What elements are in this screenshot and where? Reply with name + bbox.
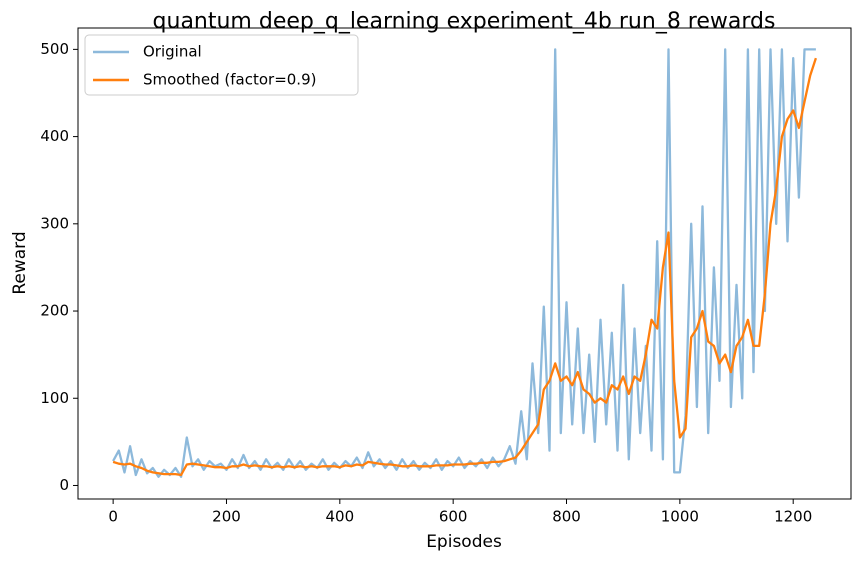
legend-label: Original	[143, 43, 202, 61]
series-line	[112, 57, 817, 477]
x-tick-label: 400	[326, 508, 355, 526]
x-tick-label: 0	[108, 508, 118, 526]
x-tick-label: 1200	[774, 508, 812, 526]
chart-title: quantum deep_q_learning experiment_4b ru…	[153, 9, 776, 34]
y-tick-label: 200	[40, 302, 69, 320]
y-tick-label: 400	[40, 127, 69, 145]
x-tick-label: 800	[552, 508, 581, 526]
series-line	[112, 48, 816, 478]
y-tick-label: 300	[40, 214, 69, 232]
y-tick-label: 100	[40, 389, 69, 407]
legend-box	[84, 34, 359, 96]
plot-frame	[77, 27, 852, 500]
y-tick-label: 0	[59, 476, 69, 494]
x-tick-label: 1000	[661, 508, 699, 526]
x-tick-label: 200	[212, 508, 241, 526]
legend-label: Smoothed (factor=0.9)	[143, 71, 316, 89]
y-tick-label: 500	[40, 40, 69, 58]
y-axis-label: Reward	[10, 231, 30, 294]
x-tick-label: 600	[439, 508, 468, 526]
x-axis-label: Episodes	[426, 532, 502, 552]
